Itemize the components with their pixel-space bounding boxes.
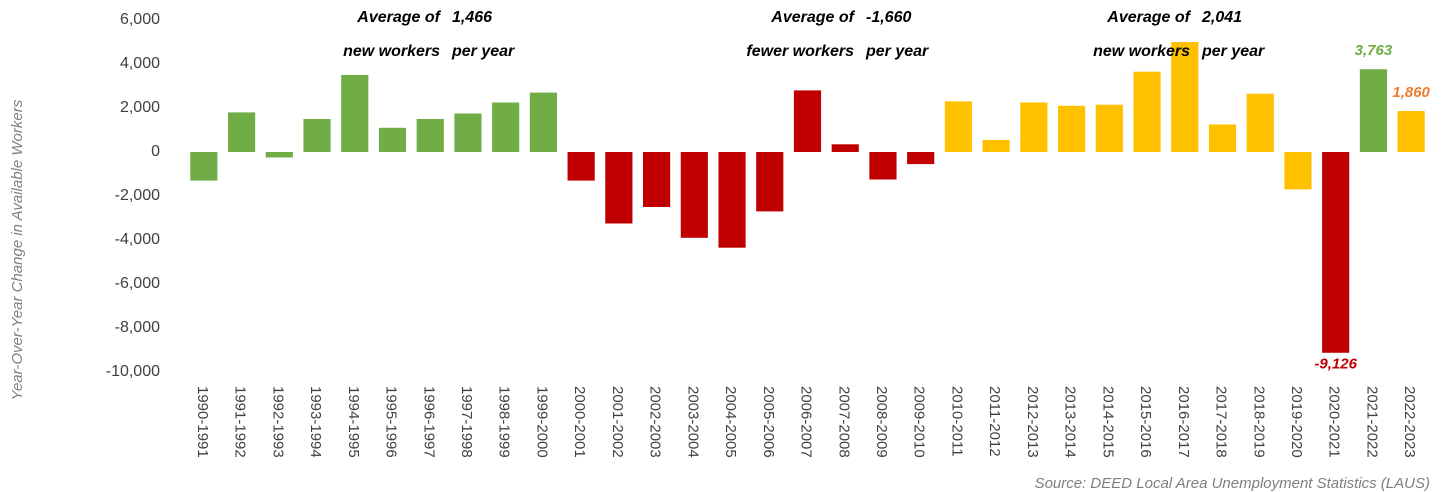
bar (831, 144, 859, 152)
x-tick-label: 2008-2009 (873, 386, 890, 458)
y-tick-label: -6,000 (115, 275, 160, 292)
y-axis-title: Year-Over-Year Change in Available Worke… (9, 99, 26, 400)
x-tick-label: 1991-1992 (232, 386, 249, 458)
x-tick-label: 2000-2001 (571, 386, 588, 458)
y-tick-label: -4,000 (115, 231, 160, 248)
bar (643, 152, 671, 207)
annotation: 1,466 (452, 9, 492, 26)
bar (756, 152, 784, 212)
annotation: per year (451, 43, 515, 60)
x-tick-label: 2017-2018 (1213, 386, 1230, 458)
y-tick-label: 2,000 (120, 99, 160, 116)
x-tick-label: 2001-2002 (609, 386, 626, 458)
annotation: 2,041 (1201, 9, 1242, 26)
x-tick-label: 2010-2011 (948, 386, 965, 457)
bar (944, 101, 972, 152)
x-tick-label: 1992-1993 (269, 386, 286, 458)
y-tick-label: -10,000 (106, 363, 160, 380)
bar (567, 152, 595, 181)
x-tick-label: 1990-1991 (194, 386, 211, 458)
data-label: 1,860 (1392, 84, 1430, 101)
bar (869, 152, 897, 180)
bar (378, 127, 407, 152)
x-tick-label: 2012-2013 (1024, 386, 1041, 458)
data-label: 3,763 (1355, 42, 1393, 59)
x-tick-label: 1997-1998 (458, 386, 475, 458)
x-tick-label: 2014-2015 (1099, 386, 1116, 458)
y-tick-label: 4,000 (120, 55, 160, 72)
bar (1208, 124, 1237, 152)
bar (793, 90, 822, 152)
annotation: Average of (1106, 9, 1191, 26)
bar (341, 75, 369, 152)
annotation: new workers (343, 43, 440, 60)
x-tick-label: 1999-2000 (533, 386, 550, 458)
bar (1171, 42, 1199, 152)
x-tick-label: 1996-1997 (420, 386, 437, 458)
bar (1397, 111, 1425, 152)
y-tick-label: -2,000 (115, 187, 160, 204)
x-tick-label: 2020-2021 (1326, 386, 1343, 458)
x-tick-label: 2011-2012 (986, 386, 1003, 457)
source: Source: DEED Local Area Unemployment Sta… (1035, 475, 1430, 492)
bar (1246, 93, 1274, 152)
annotation: per year (865, 43, 929, 60)
bar (1322, 152, 1350, 353)
x-tick-label: 2007-2008 (835, 386, 852, 458)
bar (492, 102, 520, 152)
bar (529, 92, 557, 152)
bar (1133, 71, 1161, 152)
annotation: fewer workers (746, 43, 854, 60)
annotation: Average of (356, 9, 441, 26)
x-tick-label: 2004-2005 (722, 386, 739, 458)
x-tick-label: 1995-1996 (383, 386, 400, 458)
bar (1058, 105, 1086, 152)
bar (303, 119, 331, 152)
data-label: -9,126 (1314, 356, 1357, 373)
bar (1284, 152, 1312, 190)
annotation: -1,660 (866, 9, 911, 26)
bar (190, 152, 218, 181)
bar (680, 152, 708, 238)
x-tick-label: 2009-2010 (911, 386, 928, 458)
x-tick-label: 2019-2020 (1288, 386, 1305, 458)
bar (1359, 69, 1387, 152)
x-tick-label: 2013-2014 (1062, 386, 1079, 458)
annotation: Average of (770, 9, 855, 26)
x-tick-label: 1993-1994 (307, 386, 324, 458)
bar (454, 113, 482, 152)
x-tick-label: 2016-2017 (1175, 386, 1192, 458)
bar (718, 152, 746, 248)
annotation: new workers (1093, 43, 1190, 60)
x-tick-label: 2003-2004 (684, 386, 701, 458)
x-tick-label: 1998-1999 (496, 386, 513, 458)
bar (1095, 104, 1123, 152)
bar (416, 119, 444, 152)
bar (228, 112, 256, 152)
x-tick-label: 2002-2003 (647, 386, 664, 458)
bar (265, 152, 293, 158)
y-tick-label: -8,000 (115, 319, 160, 336)
bar (605, 152, 633, 224)
x-tick-label: 2006-2007 (798, 386, 815, 458)
annotation: per year (1201, 43, 1265, 60)
x-tick-label: 2015-2016 (1137, 386, 1154, 458)
bar (907, 152, 935, 165)
bar (1020, 102, 1048, 152)
x-tick-label: 2021-2022 (1363, 386, 1380, 458)
x-tick-label: 2022-2023 (1401, 386, 1418, 458)
y-tick-label: 6,000 (120, 11, 160, 28)
x-tick-label: 2005-2006 (760, 386, 777, 458)
x-tick-label: 1994-1995 (345, 386, 362, 458)
x-tick-label: 2018-2019 (1250, 386, 1267, 458)
y-tick-label: 0 (151, 143, 160, 160)
bar (982, 139, 1010, 152)
